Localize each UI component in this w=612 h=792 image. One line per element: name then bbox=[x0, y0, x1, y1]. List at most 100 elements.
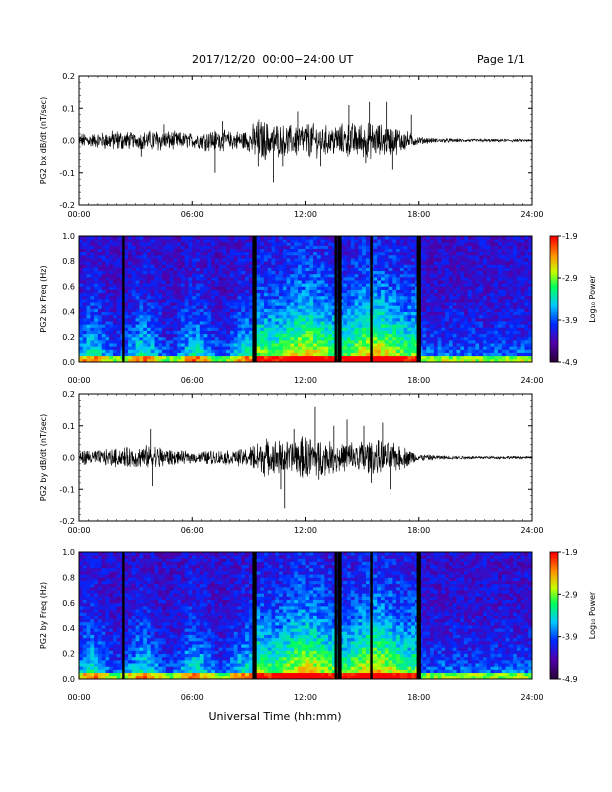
spectrogram-cell bbox=[173, 343, 178, 347]
spectrogram-cell bbox=[162, 302, 167, 306]
spectrogram-cell bbox=[501, 261, 506, 265]
spectrogram-cell bbox=[358, 339, 363, 344]
spectrogram-cell bbox=[184, 248, 189, 253]
figure-title: 2017/12/20 00:00−24:00 UT bbox=[192, 53, 354, 66]
spectrogram-cell bbox=[112, 261, 118, 265]
spectrogram-cell bbox=[203, 324, 208, 328]
spectrogram-cell bbox=[267, 321, 272, 325]
spectrogram-cell bbox=[381, 321, 386, 325]
spectrogram-cell bbox=[377, 305, 382, 309]
spectrogram-cell bbox=[222, 251, 227, 256]
spectrogram-cell bbox=[279, 258, 284, 262]
spectrogram-cell bbox=[475, 327, 480, 331]
spectrogram-cell bbox=[286, 261, 291, 265]
spectrogram-cell bbox=[448, 346, 454, 350]
spectrogram-cell bbox=[271, 267, 276, 272]
spectrogram-cell bbox=[162, 270, 167, 275]
spectrogram-cell bbox=[501, 308, 506, 312]
spectrogram-cell bbox=[248, 352, 254, 357]
spectrogram-cell bbox=[207, 308, 212, 312]
spectrogram-cell bbox=[79, 276, 84, 281]
spectrogram-cell bbox=[94, 264, 99, 268]
spectrogram-cell bbox=[509, 270, 514, 275]
spectrogram-cell bbox=[430, 305, 435, 309]
spectrogram-cell bbox=[245, 261, 250, 265]
spectrogram-cell bbox=[464, 333, 469, 338]
spectrogram-cell bbox=[248, 343, 254, 347]
spectrogram-cell bbox=[124, 352, 129, 357]
spectrogram-cell bbox=[128, 324, 133, 328]
spectrogram-cell bbox=[260, 295, 265, 300]
spectrogram-cell bbox=[230, 245, 235, 249]
spectrogram-cell bbox=[241, 339, 246, 344]
spectrogram-cell bbox=[82, 251, 87, 256]
spectrogram-cell bbox=[154, 286, 159, 290]
spectrogram-cell bbox=[184, 258, 189, 262]
spectrogram-cell bbox=[403, 343, 408, 347]
spectrogram-cell bbox=[135, 295, 140, 300]
spectrogram-cell bbox=[445, 286, 450, 290]
spectrogram-cell bbox=[452, 239, 457, 243]
spectrogram-cell bbox=[354, 302, 359, 306]
spectrogram-cell bbox=[158, 321, 163, 325]
spectrogram-cell bbox=[150, 280, 155, 284]
spectrogram-cell bbox=[271, 292, 276, 297]
spectrogram-cell bbox=[407, 317, 412, 322]
spectrogram-cell bbox=[192, 264, 197, 268]
spectrogram-cell bbox=[482, 311, 488, 316]
spectrogram-cell bbox=[437, 276, 442, 281]
spectrogram-cell bbox=[301, 352, 306, 357]
spectrogram-cell bbox=[381, 258, 386, 262]
spectrogram-cell bbox=[388, 339, 393, 344]
spectrogram-cell bbox=[82, 352, 87, 357]
spectrogram-cell bbox=[328, 321, 333, 325]
spectrogram-cell bbox=[456, 343, 461, 347]
spectrogram-cell bbox=[94, 239, 99, 243]
spectrogram-cell bbox=[324, 270, 329, 275]
spectrogram-cell bbox=[218, 339, 223, 344]
spectrogram-cell bbox=[279, 292, 284, 297]
spectrogram-cell bbox=[388, 280, 393, 284]
spectrogram-cell bbox=[245, 352, 250, 357]
spectrogram-cell bbox=[482, 330, 488, 335]
spectrogram-cell bbox=[460, 245, 465, 249]
spectrogram-cell bbox=[411, 292, 416, 297]
spectrogram-cell bbox=[441, 258, 446, 262]
spectrogram-cell bbox=[464, 267, 469, 272]
spectrogram-cell bbox=[297, 270, 303, 275]
spectrogram-cell bbox=[271, 308, 276, 312]
spectrogram-cell bbox=[169, 273, 174, 278]
spectrogram-cell bbox=[112, 251, 118, 256]
spectrogram-cell bbox=[433, 251, 439, 256]
spectrogram-cell bbox=[411, 289, 416, 294]
spectrogram-cell bbox=[460, 330, 465, 335]
spectrogram-cell bbox=[384, 333, 389, 338]
spectrogram-cell bbox=[203, 239, 208, 243]
spectrogram-cell bbox=[324, 311, 329, 316]
spectrogram-cell bbox=[297, 261, 303, 265]
spectrogram-cell bbox=[324, 355, 329, 360]
spectrogram-cell bbox=[403, 286, 408, 290]
spectrogram-cell bbox=[471, 245, 476, 249]
spectrogram-cell bbox=[86, 327, 91, 331]
spectrogram-cell bbox=[441, 276, 446, 281]
spectrogram-cell bbox=[214, 355, 220, 360]
spectrogram-cell bbox=[173, 336, 178, 341]
spectrogram-cell bbox=[79, 248, 84, 253]
spectrogram-cell bbox=[245, 258, 250, 262]
spectrogram-cell bbox=[211, 346, 216, 350]
spectrogram-cell bbox=[116, 346, 121, 350]
spectrogram-cell bbox=[316, 314, 321, 319]
spectrogram-cell bbox=[482, 242, 488, 246]
spectrogram-cell bbox=[282, 299, 288, 303]
spectrogram-cell bbox=[143, 333, 148, 338]
spectrogram-cell bbox=[124, 267, 129, 272]
spectrogram-cell bbox=[407, 352, 412, 357]
spectrogram-cell bbox=[162, 311, 167, 316]
spectrogram-cell bbox=[82, 317, 87, 322]
spectrogram-cell bbox=[116, 317, 121, 322]
spectrogram-cell bbox=[139, 248, 144, 253]
spectrogram-cell bbox=[301, 308, 306, 312]
spectrogram-cell bbox=[347, 305, 352, 309]
spectrogram-cell bbox=[430, 280, 435, 284]
